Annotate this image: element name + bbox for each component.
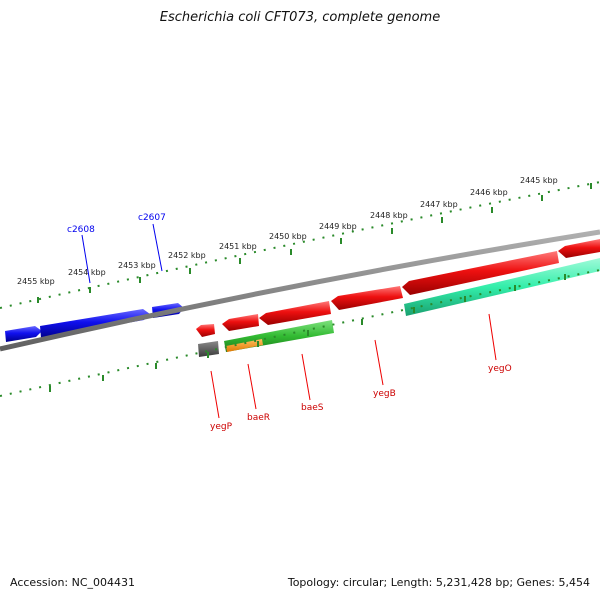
- reverse-gene-arrow[interactable]: [222, 314, 259, 331]
- reverse-gene-arrow[interactable]: [331, 286, 403, 310]
- gene-label-yegO[interactable]: yegO: [488, 364, 512, 374]
- kbp-label-2447: 2447 kbp: [420, 200, 458, 209]
- baeS-leader-line: [301, 353, 311, 401]
- forward-gene-arrow[interactable]: [40, 309, 150, 338]
- gene-label-yegB[interactable]: yegB: [373, 389, 396, 399]
- kbp-label-2453: 2453 kbp: [118, 261, 156, 270]
- inner-major-ticks: [49, 274, 566, 392]
- c2607-leader-line: [152, 223, 163, 272]
- gene-label-baeR[interactable]: baeR: [247, 413, 270, 423]
- genome-backbone: [0, 229, 600, 352]
- yegB-leader-line: [374, 339, 384, 386]
- reverse-gene-arrow[interactable]: [402, 251, 559, 295]
- gray-feature[interactable]: [198, 341, 219, 357]
- kbp-label-2450: 2450 kbp: [269, 232, 307, 241]
- genome-summary-text: Topology: circular; Length: 5,231,428 bp…: [287, 576, 590, 589]
- yegO-leader-line: [488, 313, 497, 361]
- kbp-label-2451: 2451 kbp: [219, 242, 257, 251]
- baeR-leader-line: [247, 363, 257, 410]
- forward-gene-arrow[interactable]: [5, 326, 42, 342]
- reverse-gene-arrow[interactable]: [558, 239, 600, 258]
- kbp-label-2445: 2445 kbp: [520, 176, 558, 185]
- reverse-gene-arrow[interactable]: [259, 301, 331, 325]
- kbp-label-2449: 2449 kbp: [319, 222, 357, 231]
- accession-text: Accession: NC_004431: [10, 576, 136, 589]
- kbp-label-2454: 2454 kbp: [68, 268, 106, 277]
- kbp-label-2455: 2455 kbp: [17, 277, 55, 286]
- gene-label-c2607[interactable]: c2607: [138, 213, 166, 223]
- gene-label-c2608[interactable]: c2608: [67, 225, 95, 235]
- orange-feature[interactable]: [226, 339, 263, 352]
- teal-feature[interactable]: [404, 258, 600, 316]
- kbp-label-2452: 2452 kbp: [168, 251, 206, 260]
- outer-major-ticks: [37, 183, 592, 303]
- reverse-gene-arrow[interactable]: [196, 324, 215, 337]
- gene-label-yegP[interactable]: yegP: [210, 422, 233, 432]
- kbp-label-2446: 2446 kbp: [470, 188, 508, 197]
- gene-label-baeS[interactable]: baeS: [301, 403, 324, 413]
- c2608-leader-line: [81, 234, 91, 284]
- kbp-label-2448: 2448 kbp: [370, 211, 408, 220]
- yegP-leader-line: [210, 370, 220, 419]
- map-title: Escherichia coli CFT073, complete genome: [159, 10, 441, 25]
